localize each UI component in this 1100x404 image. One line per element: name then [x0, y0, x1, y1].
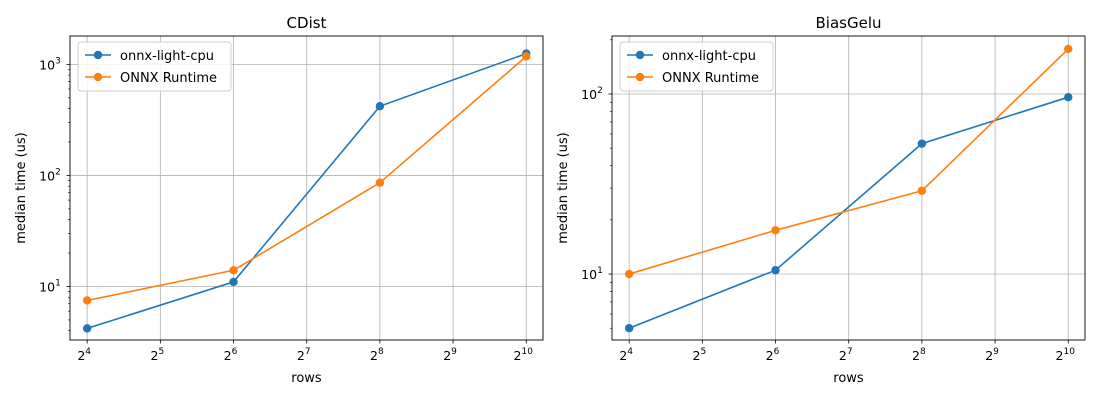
x-tick-base: 2 — [912, 348, 920, 363]
x-tick-label: 27 — [297, 347, 311, 363]
x-tick-label: 24 — [619, 347, 633, 363]
x-axis-label: rows — [291, 371, 322, 386]
y-tick-label: 101 — [581, 266, 603, 282]
legend-swatch-marker — [635, 72, 645, 82]
x-tick-exponent: 7 — [847, 347, 853, 357]
legend: onnx-light-cpu ONNX Runtime — [77, 41, 232, 92]
y-axis-label: median time (us) — [14, 132, 29, 244]
legend-swatch-marker — [93, 50, 103, 60]
legend-label: onnx-light-cpu — [120, 49, 214, 64]
x-tick-exponent: 7 — [305, 347, 311, 357]
axes-frame — [611, 35, 1086, 341]
x-tick-base: 2 — [443, 348, 451, 363]
chart-1: 24 25 26 27 28 29 210101102BiasGelurowsmedian … — [556, 14, 1086, 386]
x-tick-label: 27 — [839, 347, 853, 363]
x-tick-exponent: 4 — [85, 347, 91, 357]
chart-title: BiasGelu — [816, 14, 882, 32]
legend-swatch-marker — [635, 50, 645, 60]
data-point — [771, 266, 780, 275]
legend-box — [77, 41, 232, 92]
y-axis-label: median time (us) — [556, 132, 571, 244]
legend-label: onnx-light-cpu — [662, 49, 756, 64]
x-tick-label: 29 — [443, 347, 457, 363]
y-tick-label: 102 — [581, 86, 603, 102]
x-tick-exponent: 10 — [522, 347, 534, 357]
x-tick-exponent: 10 — [1064, 347, 1076, 357]
y-tick-label: 103 — [39, 56, 61, 72]
x-tick-base: 2 — [839, 348, 847, 363]
data-point — [624, 269, 634, 279]
y-tick-base: 10 — [39, 57, 55, 72]
x-axis-label: rows — [833, 371, 864, 386]
y-tick-exponent: 1 — [55, 279, 61, 289]
x-tick-base: 2 — [150, 348, 158, 363]
x-tick-label: 25 — [692, 347, 706, 363]
x-tick-base: 2 — [514, 348, 522, 363]
y-tick-exponent: 3 — [55, 56, 61, 66]
data-point — [1064, 92, 1073, 102]
legend-swatch-marker — [93, 72, 103, 82]
data-point — [375, 178, 385, 187]
x-tick-exponent: 4 — [627, 347, 633, 357]
x-tick-base: 2 — [224, 348, 232, 363]
x-tick-exponent: 9 — [993, 347, 999, 357]
x-tick-exponent: 9 — [451, 347, 457, 357]
x-tick-label: 25 — [150, 347, 164, 363]
data-point — [375, 102, 385, 111]
x-tick-exponent: 8 — [920, 347, 926, 357]
y-tick-exponent: 1 — [597, 266, 603, 276]
x-tick-base: 2 — [77, 348, 85, 363]
x-tick-exponent: 5 — [158, 347, 164, 357]
series-line-0 — [86, 52, 527, 330]
legend-label: ONNX Runtime — [662, 71, 759, 86]
x-tick-label: 210 — [514, 347, 534, 363]
x-tick-exponent: 6 — [232, 347, 238, 357]
y-tick-label: 101 — [39, 279, 61, 295]
x-tick-label: 26 — [766, 347, 780, 363]
data-point — [771, 226, 780, 235]
data-point — [82, 296, 92, 305]
x-tick-exponent: 6 — [774, 347, 780, 357]
x-tick-exponent: 5 — [700, 347, 706, 357]
x-tick-base: 2 — [1056, 348, 1064, 363]
series-line-1 — [628, 48, 1069, 275]
legend-box — [619, 41, 774, 92]
y-tick-exponent: 2 — [55, 167, 61, 177]
x-tick-base: 2 — [297, 348, 305, 363]
legend: onnx-light-cpu ONNX Runtime — [619, 41, 774, 92]
data-point — [229, 277, 238, 287]
x-tick-label: 28 — [912, 347, 926, 363]
data-point — [1064, 44, 1073, 54]
data-point — [522, 52, 531, 61]
x-tick-label: 26 — [224, 347, 238, 363]
x-tick-base: 2 — [619, 348, 627, 363]
axes-frame — [69, 35, 544, 341]
y-tick-base: 10 — [581, 87, 597, 102]
y-tick-base: 10 — [39, 280, 55, 295]
chart-0: 24 25 26 27 28 29 210101102103CDistrowsmedian … — [14, 14, 544, 386]
chart-title: CDist — [287, 14, 327, 32]
y-tick-label: 102 — [39, 167, 61, 183]
x-tick-label: 28 — [370, 347, 384, 363]
y-tick-exponent: 2 — [597, 86, 603, 96]
y-tick-base: 10 — [39, 168, 55, 183]
x-tick-exponent: 8 — [378, 347, 384, 357]
legend-label: ONNX Runtime — [120, 71, 217, 86]
data-point — [917, 139, 927, 148]
x-tick-base: 2 — [370, 348, 378, 363]
x-tick-base: 2 — [692, 348, 700, 363]
x-tick-base: 2 — [766, 348, 774, 363]
data-point — [82, 324, 92, 333]
data-point — [229, 266, 238, 275]
data-point — [917, 186, 927, 195]
x-tick-base: 2 — [985, 348, 993, 363]
x-tick-label: 29 — [985, 347, 999, 363]
x-tick-label: 24 — [77, 347, 91, 363]
x-tick-label: 210 — [1056, 347, 1076, 363]
y-tick-base: 10 — [581, 267, 597, 282]
series-line-1 — [87, 55, 527, 302]
data-point — [624, 324, 634, 333]
